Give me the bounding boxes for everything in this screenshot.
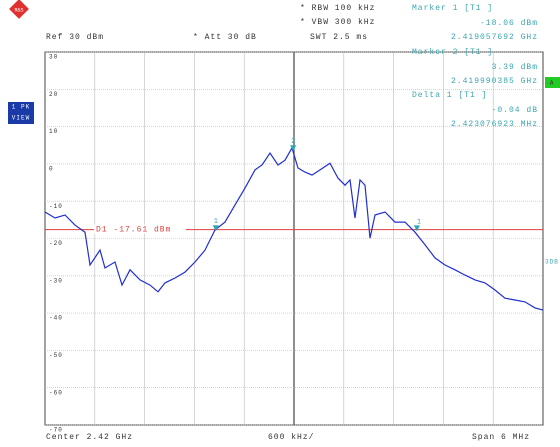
trace-label: 1 PK [12, 104, 30, 111]
side-a-box [545, 77, 560, 88]
readout-value: -0.04 dB [492, 106, 538, 115]
delta-marker [413, 225, 420, 232]
y-tick-label: -60 [49, 389, 63, 396]
marker [212, 225, 219, 232]
y-tick-label: -50 [49, 352, 63, 359]
readout-freq: 2.419057692 GHz [451, 33, 538, 42]
attenuation: * Att 30 dB [193, 33, 257, 42]
y-tick-label: -10 [49, 203, 63, 210]
delta-tag: 1 [417, 218, 422, 226]
readout-name: Marker 2 [T1 ] [412, 48, 493, 57]
marker-tag: 1 [214, 218, 219, 226]
ref-label-bg [94, 224, 186, 234]
y-tick-label: 20 [49, 91, 58, 98]
center-freq: Center 2.42 GHz [46, 433, 133, 442]
span: Span 6 MHz [472, 433, 530, 442]
readout-value: -18.06 dBm [480, 19, 538, 28]
marker [290, 145, 297, 152]
side-a: A [550, 80, 555, 87]
readout-freq: 2.423076923 MHz [451, 120, 538, 129]
vbw: * VBW 300 kHz [300, 18, 375, 27]
marker-tag: 2 [291, 138, 296, 146]
sweep-time: SWT 2.5 ms [310, 33, 368, 42]
trace-box [8, 102, 34, 124]
logo-diamond [9, 0, 29, 19]
y-tick-label: 10 [49, 128, 58, 135]
logo-text: R&S [14, 7, 23, 13]
ref-line-label: D1 -17.61 dBm [96, 226, 171, 235]
y-tick-label: 30 [49, 54, 58, 61]
trace [44, 146, 544, 311]
y-tick-label: -40 [49, 315, 63, 322]
ref-level: Ref 30 dBm [46, 33, 104, 42]
readout-name: Marker 1 [T1 ] [412, 4, 493, 13]
y-tick-label: -30 [49, 277, 63, 284]
y-tick-label: 0 [49, 165, 54, 172]
logo: R&S [9, 0, 29, 19]
side-3db: 3DB [545, 259, 559, 266]
freq-per-div: 600 kHz/ [268, 433, 314, 442]
y-tick-label: -20 [49, 240, 63, 247]
readout-value: 3.39 dBm [492, 63, 538, 72]
view-label: VIEW [12, 115, 30, 122]
readout-freq: 2.419990385 GHz [451, 77, 538, 86]
y-tick-label: -70 [49, 427, 63, 434]
rbw: * RBW 100 kHz [300, 4, 375, 13]
readout-name: Delta 1 [T1 ] [412, 91, 487, 100]
